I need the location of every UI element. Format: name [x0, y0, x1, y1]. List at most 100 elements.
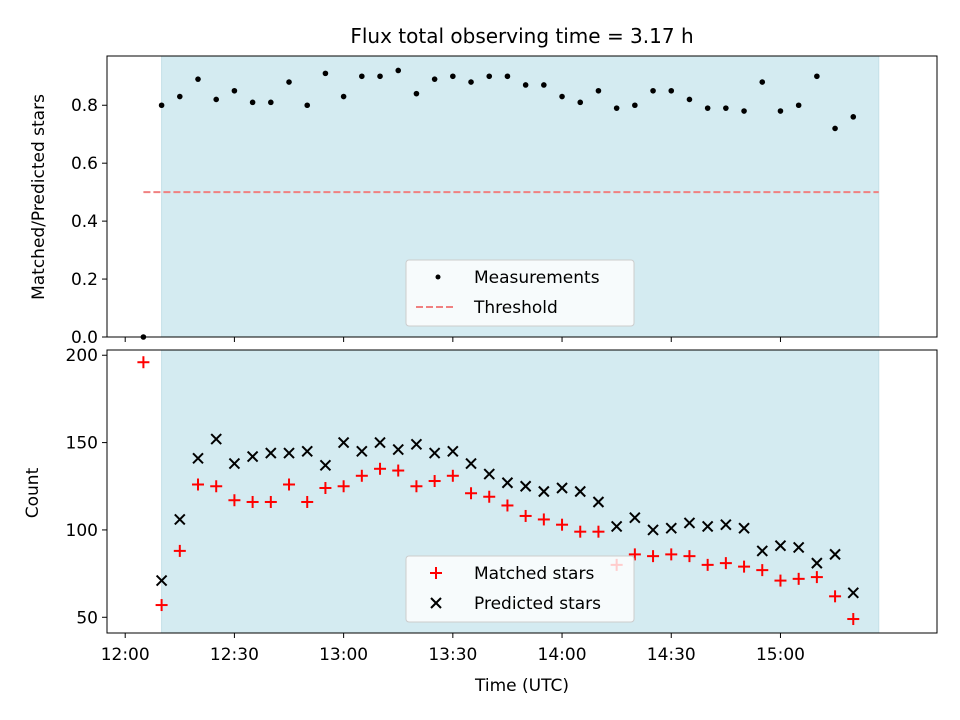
legend-threshold-label: Threshold — [473, 298, 558, 318]
measurement-point — [522, 82, 529, 88]
matched-star-point — [665, 548, 678, 561]
predicted-star-point — [410, 438, 423, 451]
legend-matched-label: Matched stars — [474, 564, 594, 584]
measurement-point — [577, 99, 584, 106]
top-y-tick-label: 0.6 — [71, 154, 98, 174]
legend-measurements-marker — [435, 274, 441, 280]
top-y-tick-label: 0.4 — [71, 212, 98, 232]
predicted-star-point — [228, 457, 241, 470]
bottom-plot-frame — [106, 349, 938, 634]
bottom-legend: Matched stars Predicted stars — [405, 555, 635, 623]
matched-star-point — [264, 495, 277, 508]
matched-star-point — [537, 513, 550, 526]
measurement-point — [850, 114, 857, 120]
matched-star-point — [847, 613, 860, 626]
predicted-star-point — [774, 539, 787, 552]
matched-star-point — [446, 469, 459, 482]
matched-star-point — [756, 564, 769, 577]
measurement-point — [595, 87, 602, 94]
top-y-axis-label: Matched/Predicted stars — [29, 94, 49, 300]
legend-measurements-label: Measurements — [474, 268, 600, 288]
predicted-star-point — [811, 557, 823, 569]
matched-star-point — [173, 544, 186, 557]
matched-star-point — [410, 480, 423, 493]
x-axis-label: Time (UTC) — [474, 676, 569, 696]
matched-star-point — [392, 464, 405, 477]
predicted-star-point — [447, 445, 459, 458]
predicted-star-point — [683, 517, 696, 529]
matched-star-point — [501, 499, 514, 512]
matched-star-point — [574, 525, 587, 538]
predicted-star-point — [556, 482, 568, 494]
measurement-point — [359, 73, 365, 80]
matched-star-point — [519, 509, 532, 522]
measurement-point — [650, 87, 656, 94]
predicted-star-point — [155, 574, 168, 587]
matched-star-point — [628, 548, 641, 561]
measurement-point — [177, 93, 183, 100]
measurement-point — [450, 73, 456, 80]
measurement-point — [213, 96, 220, 103]
measurement-point — [322, 70, 329, 77]
predicted-star-point — [665, 522, 677, 534]
legend-matched-marker — [430, 567, 442, 579]
top-plot-frame — [106, 55, 938, 338]
predicted-star-point — [265, 447, 277, 459]
measurement-point — [468, 79, 474, 85]
measurement-point — [413, 90, 420, 97]
measurement-point — [431, 76, 438, 82]
bottom-x-axis-ticks: 12:00 12:30 13:00 13:30 14:00 14:30 15:00 — [101, 633, 805, 665]
count-points — [137, 356, 860, 626]
matched-star-point — [283, 478, 296, 491]
matched-star-point — [774, 574, 787, 587]
matched-star-point — [374, 462, 387, 475]
matched-star-point — [246, 495, 259, 508]
measurement-point — [377, 73, 383, 80]
predicted-star-point — [483, 468, 495, 480]
matched-star-point — [319, 482, 332, 495]
measurement-point — [613, 105, 620, 111]
bottom-panel: 50 100 150 200 12:00 12:30 13:00 13:30 14:00 14:… — [23, 346, 938, 696]
top-legend: Measurements Threshold — [405, 259, 635, 327]
predicted-star-point — [519, 480, 532, 492]
predicted-star-point — [501, 477, 514, 489]
measurement-point — [249, 99, 256, 106]
measurement-point — [759, 79, 766, 85]
measurement-point — [286, 79, 292, 85]
matched-star-point — [719, 557, 732, 570]
predicted-star-point — [847, 587, 859, 599]
matched-star-point — [192, 478, 205, 491]
measurement-point — [395, 67, 402, 74]
predicted-star-point — [647, 524, 659, 536]
x-tick-label: 12:30 — [210, 645, 259, 665]
matched-star-point — [810, 571, 823, 584]
predicted-star-point — [374, 436, 386, 449]
predicted-star-point — [756, 545, 768, 557]
predicted-star-point — [574, 485, 586, 498]
predicted-star-point — [610, 520, 623, 533]
predicted-star-point — [319, 459, 332, 472]
measurement-point — [340, 93, 347, 100]
matched-star-point — [683, 550, 696, 563]
measurement-point — [559, 93, 565, 100]
bottom-legend-box — [405, 555, 635, 623]
predicted-star-point — [337, 436, 350, 449]
measurement-point — [195, 76, 201, 82]
bottom-y-tick-label: 150 — [66, 434, 98, 454]
measurement-point — [268, 99, 274, 106]
matched-star-point — [556, 518, 569, 531]
bottom-y-tick-label: 100 — [66, 521, 98, 541]
predicted-star-point — [356, 445, 368, 458]
legend-predicted-marker — [430, 597, 442, 609]
x-tick-label: 12:00 — [101, 645, 150, 665]
measurement-point — [158, 102, 165, 109]
x-tick-label: 13:00 — [319, 645, 368, 665]
predicted-star-point — [428, 447, 441, 459]
predicted-star-point — [192, 452, 204, 465]
predicted-star-point — [210, 433, 222, 445]
measurement-point — [814, 73, 820, 80]
legend-predicted-label: Predicted stars — [474, 594, 601, 614]
top-panel: 0.00.20.40.60.8 Matched/Predicted stars … — [29, 55, 938, 348]
measurement-point — [231, 87, 238, 94]
